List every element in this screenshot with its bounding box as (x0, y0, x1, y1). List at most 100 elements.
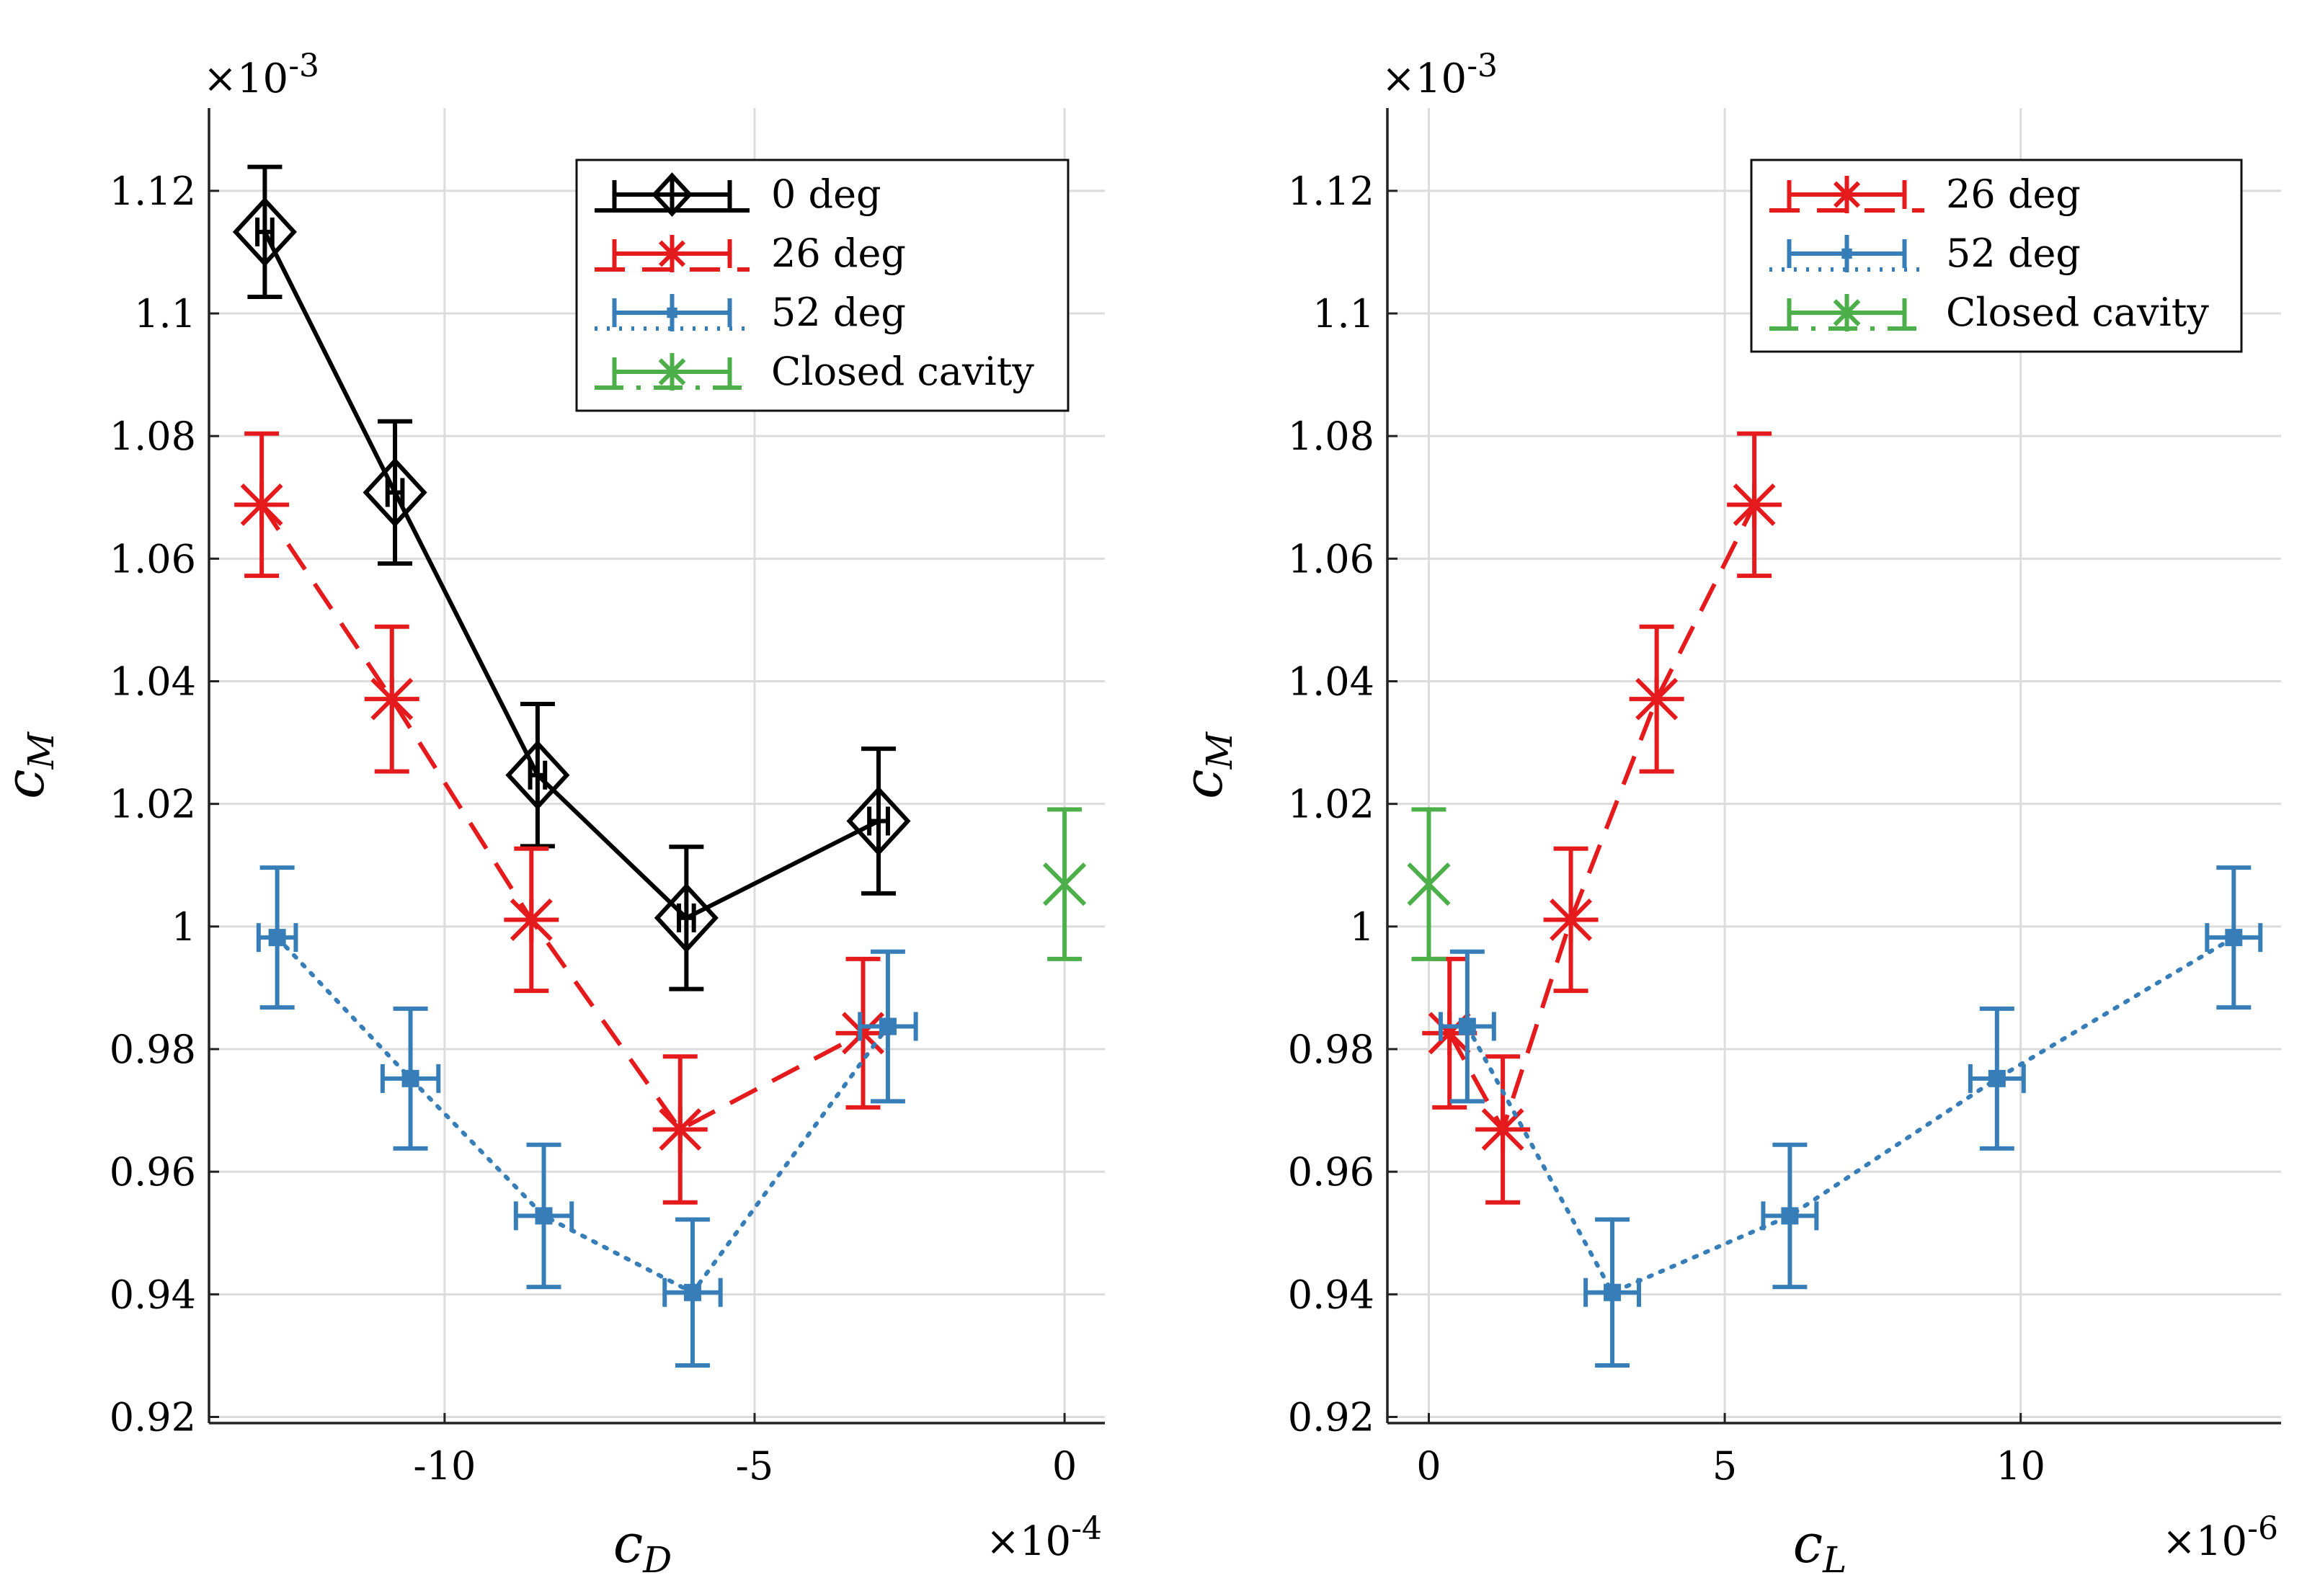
series-2-marker-0 (268, 929, 286, 947)
x-multiplier-exponent: -6 (2247, 1510, 2278, 1547)
series-0-marker-4 (846, 786, 911, 856)
legend-marker-2 (1833, 299, 1861, 326)
y-multiplier-exponent: -3 (288, 48, 319, 84)
y-tick-label-0: 0.92 (110, 1394, 196, 1440)
y-tick-label-9: 1.1 (134, 291, 196, 336)
series-0-point-2 (505, 701, 570, 849)
series-0-point-0 (232, 164, 297, 300)
x-multiplier: ×10-6 (2162, 1510, 2278, 1565)
y-tick-label-8: 1.08 (1288, 414, 1374, 459)
series-3-point-0 (1042, 807, 1087, 961)
series-1-point-1 (364, 624, 419, 774)
series-2-marker-2 (535, 1207, 553, 1225)
legend-item-0: 26 deg (1769, 171, 2081, 217)
series-2-point-3 (662, 1217, 723, 1368)
legend: 0 deg 26 deg 52 deg Closed cavity (575, 159, 1070, 412)
series-1-marker-2 (1781, 1207, 1799, 1225)
series-1-marker-3 (652, 1107, 708, 1151)
legend-marker-1 (655, 240, 689, 267)
y-axis-label-subscript: M (1199, 731, 1240, 770)
series-0-marker-4 (1727, 483, 1782, 527)
legend-item-1: 26 deg (595, 231, 906, 276)
x-tick-label-0: -10 (413, 1443, 476, 1489)
legend-label-1: 26 deg (771, 231, 906, 276)
plot-area (1407, 431, 2263, 1368)
y-tick-label-1: 0.94 (1288, 1272, 1374, 1317)
y-tick-label-2: 0.96 (110, 1149, 196, 1195)
y-multiplier: ×10-3 (1382, 48, 1498, 102)
y-tick-label-4: 1 (172, 904, 196, 950)
legend-label-0: 26 deg (1946, 171, 2081, 217)
series-0-marker-0 (232, 197, 297, 267)
series-0-point-4 (846, 746, 911, 896)
legend-label-0: 0 deg (771, 171, 881, 217)
series-1-marker-1 (1604, 1283, 1622, 1301)
y-axis-label-subscript: M (20, 731, 62, 770)
series-2 (1407, 807, 1451, 961)
series-1-point-0 (234, 431, 290, 579)
y-tick-label-10: 1.12 (110, 169, 196, 214)
y-tick-label-1: 0.94 (110, 1272, 196, 1317)
series-0-marker-2 (1543, 898, 1599, 942)
series-0-point-3 (654, 844, 719, 991)
y-tick-label-2: 0.96 (1288, 1149, 1374, 1195)
legend-item-0: 0 deg (595, 171, 881, 217)
series-0-marker-3 (1629, 677, 1684, 721)
series-0 (1422, 431, 1782, 1205)
legend-item-2: Closed cavity (1769, 290, 2209, 335)
series-2-point-0 (1407, 807, 1451, 961)
series-2-marker-3 (683, 1283, 701, 1301)
series-1-point-3 (652, 1054, 708, 1205)
legend-item-3: Closed cavity (595, 349, 1034, 394)
series-1-point-4 (835, 956, 891, 1110)
grid-lines (1387, 108, 2281, 1423)
series-1-point-2 (504, 846, 559, 994)
chart-panel-1: 0.92 0.94 0.96 0.98 1 1.02 1.04 1.06 1.08 1.1 1.12… (0, 48, 1105, 1581)
series-0-point-1 (363, 419, 427, 566)
series-1-point-1 (1583, 1217, 1642, 1368)
series-1-marker-0 (1458, 1017, 1476, 1035)
series-1-marker-0 (234, 483, 290, 527)
plot-area (232, 164, 1087, 1368)
legend-item-2: 52 deg (595, 290, 906, 335)
series-1-line (259, 503, 864, 1133)
series-1 (1438, 865, 2263, 1368)
chart-panel-2: 0.92 0.94 0.96 0.98 1 1.02 1.04 1.06 1.08 1.1 1.12… (1173, 48, 2281, 1581)
y-tick-label-0: 0.92 (1288, 1394, 1374, 1440)
series-2-point-0 (256, 865, 298, 1010)
legend-marker-0 (1830, 181, 1864, 208)
series-1-marker-2 (504, 898, 559, 942)
y-multiplier: ×10-3 (203, 48, 319, 102)
series-1-line (1465, 935, 2236, 1296)
series-1 (234, 431, 891, 1205)
series-0-line (1447, 504, 1756, 1135)
series-2-line (275, 935, 890, 1296)
legend-marker-2 (667, 307, 677, 318)
series-3-marker-0 (1042, 862, 1087, 906)
y-tick-label-7: 1.06 (110, 536, 196, 581)
x-tick-label-2: 10 (1996, 1443, 2045, 1489)
x-tick-label-1: -5 (736, 1443, 774, 1489)
x-axis-label: cD (613, 1513, 672, 1581)
y-tick-label-6: 1.04 (1288, 659, 1374, 705)
series-2-point-4 (858, 949, 918, 1104)
x-axis-label: cL (1793, 1513, 1847, 1581)
series-1-marker-1 (364, 677, 419, 721)
series-1-point-3 (1968, 1006, 2026, 1151)
x-axis-label-subscript: L (1822, 1539, 1846, 1581)
series-0-marker-2 (505, 740, 570, 811)
legend-marker-0 (652, 172, 693, 217)
y-axis-label: cM (1173, 731, 1240, 798)
series-0-marker-1 (1475, 1107, 1531, 1151)
x-multiplier: ×10-4 (986, 1510, 1102, 1565)
series-0-point-3 (1629, 624, 1684, 774)
y-tick-label-4: 1 (1350, 904, 1374, 950)
legend-label-2: Closed cavity (1946, 290, 2209, 335)
legend-marker-3 (658, 358, 686, 385)
series-1-point-2 (1761, 1142, 1819, 1290)
legend-label-3: Closed cavity (771, 349, 1034, 394)
series-0 (232, 164, 911, 991)
series-1-marker-4 (2225, 929, 2243, 947)
